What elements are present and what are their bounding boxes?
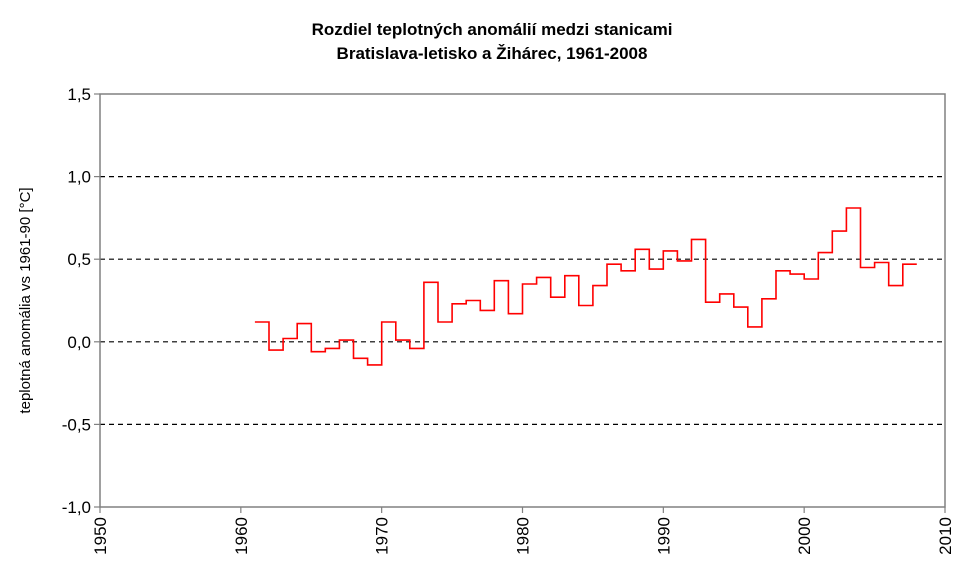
data-point (725, 292, 729, 296)
data-point (598, 284, 602, 288)
x-tick-label: 2010 (936, 517, 955, 555)
data-point (837, 229, 841, 233)
y-tick-label: 0,0 (67, 333, 91, 352)
data-point (457, 302, 461, 306)
series-line (254, 207, 917, 366)
y-tick-label: 1,0 (67, 168, 91, 187)
data-point (682, 259, 686, 263)
chart-title-line-2: Bratislava-letisko a Žihárec, 1961-2008 (336, 44, 648, 63)
data-point (908, 262, 912, 266)
data-point (260, 320, 264, 324)
data-point (528, 282, 532, 286)
data-point (387, 320, 391, 324)
data-point (739, 305, 743, 309)
chart-title: Rozdiel teplotných anomálií medzi stanic… (0, 18, 969, 66)
data-point (556, 295, 560, 299)
y-axis-label: teplotná anomália vs 1961-90 [°C] (17, 187, 34, 413)
y-tick-label: -1,0 (62, 498, 91, 517)
data-point (288, 336, 292, 340)
data-point (401, 338, 405, 342)
data-point (316, 350, 320, 354)
x-tick-label: 1970 (373, 517, 392, 555)
data-point (330, 346, 334, 350)
x-tick-label: 1980 (514, 517, 533, 555)
x-tick-label: 1950 (91, 517, 110, 555)
data-point (823, 251, 827, 255)
data-point (866, 265, 870, 269)
data-point (809, 277, 813, 281)
data-point (894, 284, 898, 288)
data-point (626, 269, 630, 273)
data-point (654, 267, 658, 271)
chart-title-line-1: Rozdiel teplotných anomálií medzi stanic… (311, 20, 673, 39)
x-tick-label: 1960 (232, 517, 251, 555)
y-tick-label: 0,5 (67, 250, 91, 269)
data-point (415, 346, 419, 350)
data-point (570, 274, 574, 278)
data-point (302, 322, 306, 326)
data-point (471, 299, 475, 303)
x-axis-ticks: 1950 1960 1970 1980 1990 2000 2010 (91, 507, 955, 555)
y-tick-label: 1,5 (67, 85, 91, 104)
data-point (767, 297, 771, 301)
data-point (584, 303, 588, 307)
data-point (359, 356, 363, 360)
data-point (274, 348, 278, 352)
y-axis-ticks: -1,0 -0,5 0,0 0,5 1,0 1,5 (62, 85, 100, 517)
x-tick-label: 1990 (654, 517, 673, 555)
data-point (429, 280, 433, 284)
data-point (880, 261, 884, 265)
data-point (851, 206, 855, 210)
data-point (753, 325, 757, 329)
data-point (668, 249, 672, 253)
gridlines (100, 176, 945, 425)
data-point (373, 363, 377, 367)
data-point (640, 247, 644, 251)
data-point (697, 237, 701, 241)
x-tick-label: 2000 (795, 517, 814, 555)
data-point (781, 269, 785, 273)
data-point (344, 338, 348, 342)
data-point (443, 320, 447, 324)
y-tick-label: -0,5 (62, 415, 91, 434)
data-point (499, 279, 503, 283)
data-point (485, 308, 489, 312)
data-point (612, 262, 616, 266)
data-point (795, 272, 799, 276)
data-point (513, 312, 517, 316)
series-layer (254, 206, 917, 367)
data-point (542, 275, 546, 279)
data-point (711, 300, 715, 304)
